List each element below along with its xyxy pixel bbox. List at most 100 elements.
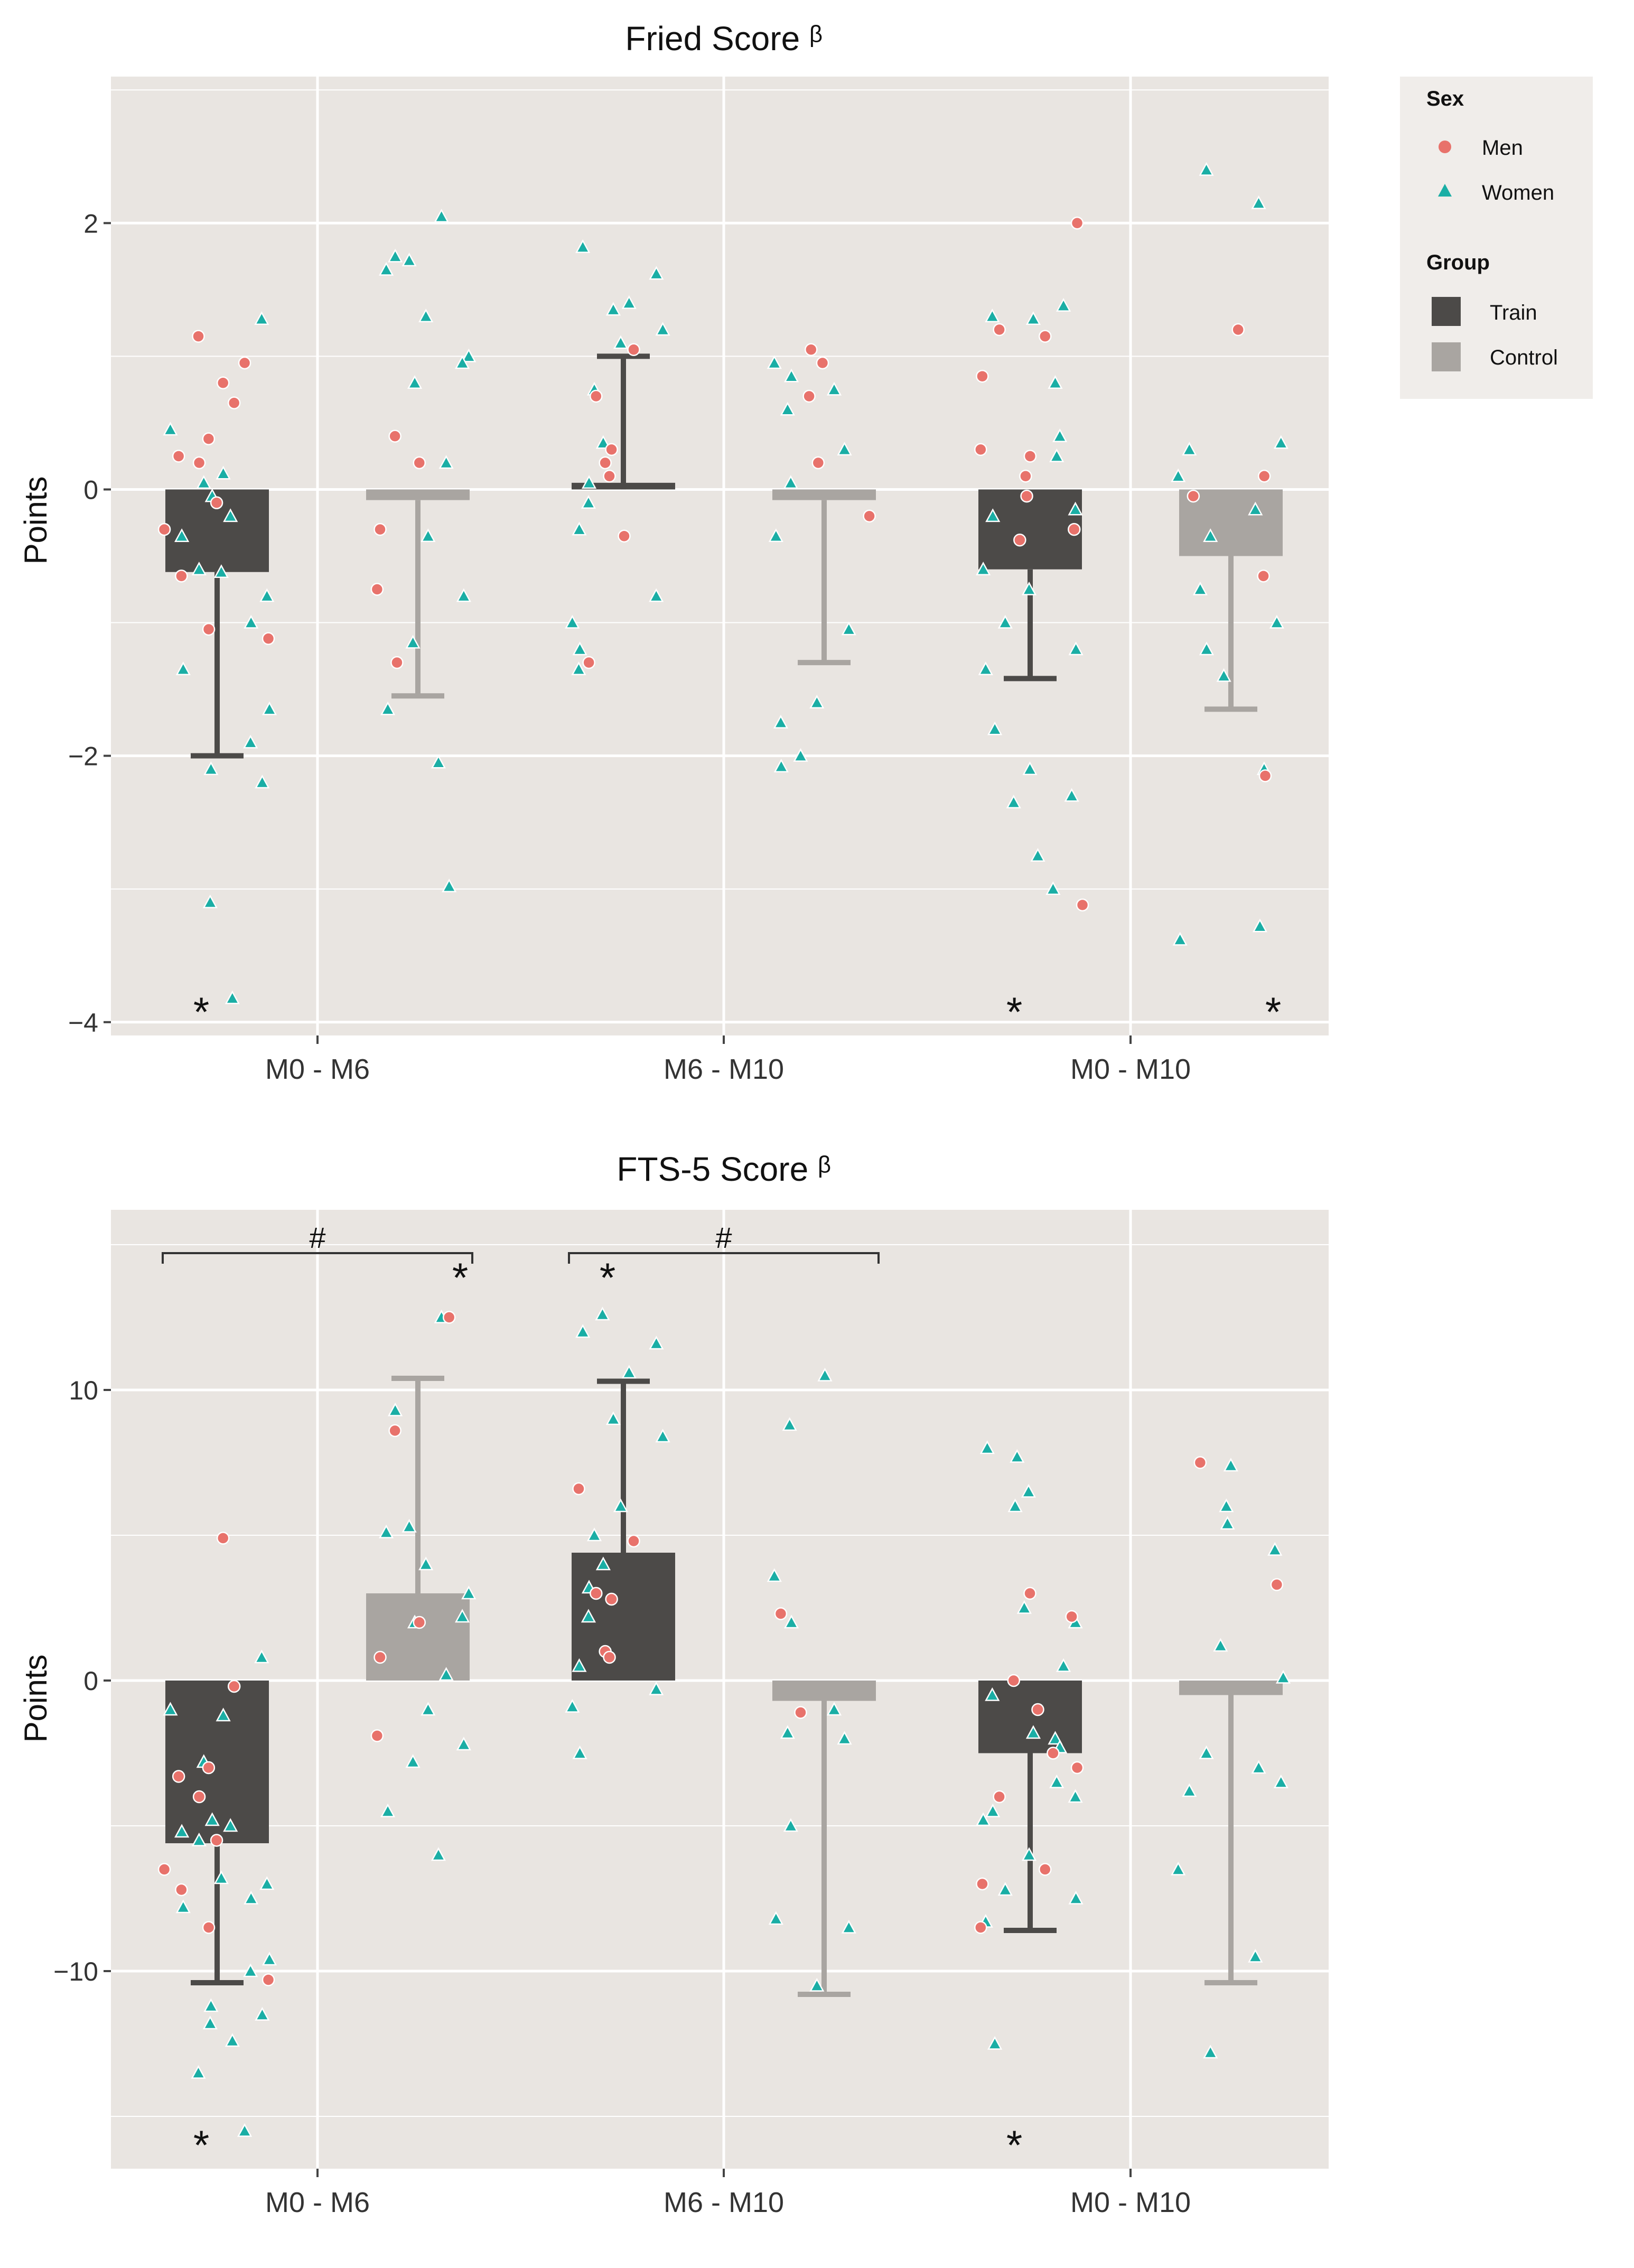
fried-score-point-women [773, 759, 789, 773]
fried-score-point-women [1248, 501, 1263, 516]
fried-score-point-women [255, 774, 270, 789]
fts5-score-y-tick-label: 10 [69, 1376, 98, 1405]
fried-score-point-men [238, 356, 251, 370]
legend: Sex Men Women Group Train Control [1400, 77, 1593, 399]
fts5-score-point-women [223, 1818, 238, 1832]
fts5-score-point-women [649, 1336, 664, 1350]
fts5-score-point-women [418, 1556, 434, 1571]
fried-score-bar-control [366, 489, 470, 500]
fried-score-point-women [985, 508, 1001, 522]
fried-score-point-men [605, 443, 618, 456]
fts5-score-point-women [1025, 1725, 1041, 1739]
fried-score-point-men [388, 430, 402, 443]
fried-score-bar-control [772, 489, 876, 500]
fried-score-point-women [649, 588, 664, 602]
fried-score-point-men [210, 496, 223, 509]
fried-score-point-men [1258, 769, 1272, 782]
fried-score-point-women [1216, 668, 1231, 682]
fried-score-point-women [987, 721, 1003, 735]
fts5-score-point-women [809, 1977, 825, 1992]
fts5-score-point-women [1203, 2045, 1218, 2059]
fried-score-point-men [370, 583, 384, 596]
fts5-score-point-men [976, 1877, 989, 1891]
fried-score-point-women [613, 335, 629, 349]
fried-score-point-men [1020, 489, 1033, 503]
fts5-score-point-women [565, 1698, 580, 1713]
fts5-score-point-women [782, 1417, 797, 1431]
fts5-score-point-women [388, 1402, 403, 1416]
fts5-score-point-women [175, 1899, 191, 1914]
fts5-score-point-women [237, 2123, 253, 2137]
fts5-score-point-women [244, 1890, 259, 1905]
fts5-score-point-women [817, 1367, 833, 1382]
fts5-score-point-men [172, 1770, 185, 1783]
legend-train-label: Train [1490, 301, 1537, 324]
fts5-score-point-women [402, 1518, 417, 1533]
fts5-score-bar-train [165, 1681, 269, 1843]
fried-score-point-women [605, 302, 621, 316]
fried-score-point-women [575, 239, 591, 253]
fried-score-point-men [202, 432, 216, 445]
fried-score-point-men [192, 330, 205, 343]
fried-score-point-women [1045, 881, 1061, 895]
fried-score-point-men [390, 656, 404, 669]
fts5-score-point-women [837, 1731, 852, 1745]
fried-score-point-women [1021, 581, 1037, 595]
fried-score-point-women [1172, 931, 1188, 946]
fts5-score-point-women [191, 1832, 207, 1846]
fts5-score-point-men [370, 1729, 384, 1742]
fried-score-point-women [202, 894, 218, 909]
fts5-score-point-women [1049, 1774, 1065, 1788]
fried-score-point-men [974, 443, 987, 456]
fts5-score-gridlines [111, 1210, 1329, 2169]
fried-score-point-women [767, 355, 782, 369]
fried-score-point-women [225, 990, 240, 1004]
fried-score-point-women [783, 475, 798, 489]
fts5-score-point-men [1047, 1747, 1060, 1760]
fts5-score-y-axis: −10 0 10 [53, 1376, 111, 1986]
fts5-score-y-tick-label: 0 [83, 1666, 98, 1696]
fried-score-point-women [837, 442, 852, 456]
fried-score-point-women [243, 734, 258, 749]
fts5-score-point-men [974, 1921, 987, 1934]
fts5-score-comparison-bracket [162, 1252, 473, 1264]
fts5-score-point-men [388, 1424, 402, 1438]
fts5-score-point-women [1016, 1600, 1032, 1614]
fried-score-points [157, 162, 1288, 1004]
fts5-score-plot-area [111, 1210, 1329, 2169]
fried-score-point-men [1187, 489, 1200, 503]
fried-score-point-women [380, 701, 396, 715]
fts5-score-point-women [262, 1952, 277, 1966]
fried-score-point-women [571, 661, 586, 676]
fts5-score-point-men [1270, 1578, 1284, 1591]
fts5-score-point-women [985, 1803, 1001, 1817]
fts5-score-point-men [1070, 1761, 1084, 1775]
fts5-score-point-women [1010, 1449, 1025, 1463]
fts5-score-point-men [605, 1592, 618, 1606]
fts5-score-bar-train [978, 1681, 1082, 1753]
fried-score-y-tick-label: 2 [83, 209, 98, 238]
fried-score-point-women [1048, 375, 1063, 389]
fts5-score-point-women [379, 1524, 394, 1538]
fried-score-point-women [1049, 448, 1065, 462]
fried-score-point-women [976, 562, 991, 575]
fts5-score-point-men [794, 1706, 807, 1719]
fts5-score-point-women [255, 2006, 270, 2021]
fts5-score-point-women [431, 1847, 446, 1861]
fts5-score-point-women [976, 1812, 991, 1826]
fried-score-point-women [431, 754, 446, 769]
fts5-score-point-women [202, 2015, 218, 2030]
fried-score-point-women [196, 475, 211, 489]
fried-score-point-women [216, 465, 231, 480]
fts5-score-point-men [1007, 1674, 1020, 1687]
fried-score-point-women [1273, 435, 1288, 449]
fried-score-point-men [413, 456, 426, 470]
fts5-score-point-men [202, 1921, 216, 1934]
fts5-score-point-women [1068, 1789, 1083, 1803]
legend-women-label: Women [1482, 181, 1554, 204]
fts5-score-point-women [259, 1876, 275, 1890]
fts5-score-point-women [768, 1911, 783, 1925]
fried-score-point-women [1006, 795, 1021, 809]
fried-score-point-men [618, 529, 631, 543]
